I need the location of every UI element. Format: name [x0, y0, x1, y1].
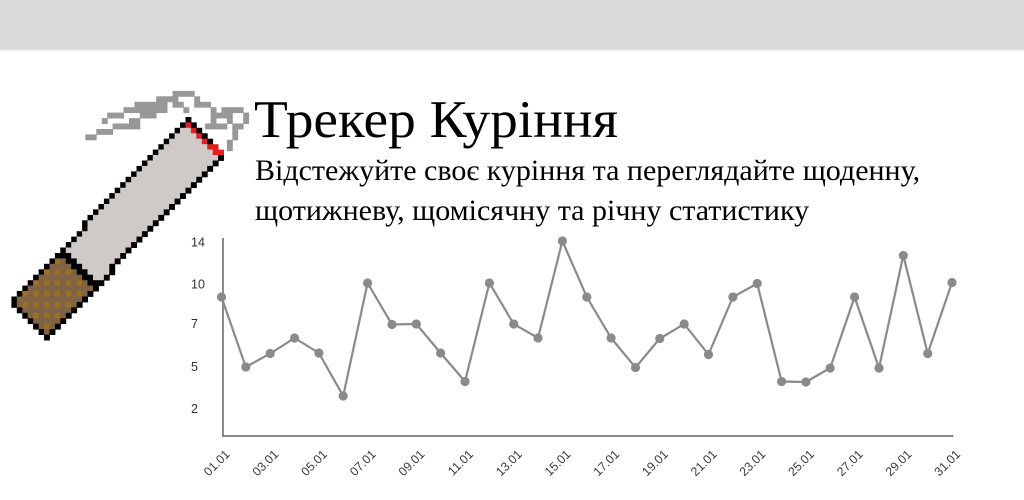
svg-text:11.01: 11.01: [445, 447, 476, 478]
svg-text:15.01: 15.01: [542, 447, 574, 479]
svg-text:03.01: 03.01: [250, 447, 282, 479]
svg-text:25.01: 25.01: [785, 447, 817, 479]
svg-text:2: 2: [191, 402, 198, 416]
svg-text:05.01: 05.01: [298, 447, 330, 479]
svg-text:01.01: 01.01: [201, 447, 233, 479]
svg-text:31.01: 31.01: [931, 447, 963, 479]
svg-text:17.01: 17.01: [591, 447, 623, 479]
svg-text:13.01: 13.01: [493, 447, 525, 479]
svg-text:10: 10: [191, 278, 205, 292]
svg-text:23.01: 23.01: [737, 447, 769, 479]
svg-text:07.01: 07.01: [347, 447, 379, 479]
svg-text:5: 5: [191, 360, 198, 374]
svg-text:14: 14: [191, 236, 205, 250]
svg-text:29.01: 29.01: [883, 447, 915, 479]
svg-text:7: 7: [191, 317, 198, 331]
svg-text:21.01: 21.01: [688, 447, 720, 479]
svg-text:27.01: 27.01: [834, 447, 866, 479]
svg-text:09.01: 09.01: [396, 447, 428, 479]
svg-text:19.01: 19.01: [639, 447, 671, 479]
